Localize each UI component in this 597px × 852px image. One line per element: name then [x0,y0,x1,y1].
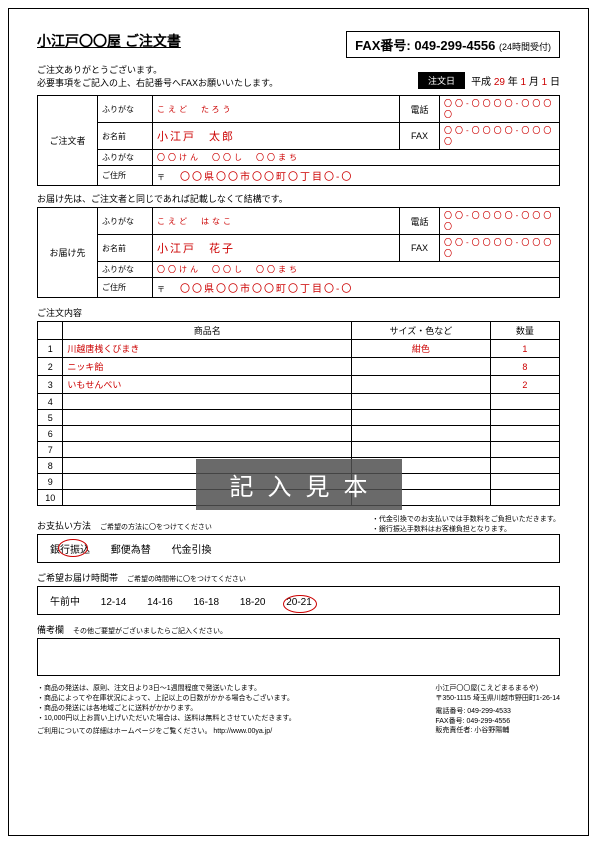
order-date: 注文日 平成 29 年 1 月 1 日 [418,72,560,89]
customer-fax: 〇〇-〇〇〇〇-〇〇〇〇 [444,126,554,146]
time-12-14: 12-14 [101,597,127,608]
ship-addr-furi: 〇〇けん 〇〇し 〇〇まち [157,265,300,274]
table-row: 7 [38,442,560,458]
fax-note: (24時間受付) [499,42,551,52]
table-row: 6 [38,426,560,442]
fax-number: 049-299-4556 [414,38,495,53]
customer-label: ご注文者 [38,96,98,186]
ship-tel: 〇〇-〇〇〇〇-〇〇〇〇 [444,211,554,231]
time-20-21: 20-21 [286,597,312,608]
intro-2: 必要事項をご記入の上、右記番号へFAXお願いいたします。 [37,77,278,90]
intro-1: ご注文ありがとうございます。 [37,64,278,77]
customer-addr: 〇〇県〇〇市〇〇町〇丁目〇-〇 [180,172,353,183]
pay-postal: 郵便為替 [111,541,151,556]
table-row: 2ニッキ飴8 [38,358,560,376]
footnotes: 商品の発送は、原則、注文日より3日～1週間程度で発送いたします。 商品によってや… [37,684,296,723]
table-row: 3いもせんべい2 [38,376,560,394]
ship-table: お届け先 ふりがな こえど はなこ 電話 〇〇-〇〇〇〇-〇〇〇〇 お名前 小江… [37,207,560,298]
customer-table: ご注文者 ふりがな こえど たろう 電話 〇〇-〇〇〇〇-〇〇〇〇 お名前 小江… [37,95,560,186]
ship-addr: 〇〇県〇〇市〇〇町〇丁目〇-〇 [180,284,353,295]
pay-bank: 銀行振込 [50,541,90,556]
company-info: 小江戸〇〇屋(こえどまるまるや) 〒350-1115 埼玉県川越市野田町1-26… [435,684,560,737]
memo-box [37,638,560,676]
table-row: 1川越唐桟くびまき紺色1 [38,340,560,358]
customer-tel: 〇〇-〇〇〇〇-〇〇〇〇 [444,99,554,119]
time-16-18: 16-18 [194,597,220,608]
time-options: 午前中 12-14 14-16 16-18 18-20 20-21 [37,586,560,615]
ship-note: お届け先は、ご注文者と同じであれば記載しなくて結構です。 [37,192,560,205]
pay-label: お支払い方法 [37,521,91,531]
time-18-20: 18-20 [240,597,266,608]
pay-cod: 代金引換 [172,541,212,556]
homepage-note: ご利用についての詳細はホームページをご覧ください。 http://www.00y… [37,727,296,737]
customer-addr-furi: 〇〇けん 〇〇し 〇〇まち [157,153,300,162]
ship-name: 小江戸 花子 [157,243,235,255]
fax-label: FAX番号: [355,38,411,53]
ship-furigana: こえど はなこ [157,217,234,226]
items-label: ご注文内容 [37,306,560,319]
ship-fax: 〇〇-〇〇〇〇-〇〇〇〇 [444,238,554,258]
ship-label: お届け先 [38,208,98,298]
table-row: 5 [38,410,560,426]
table-row: 4 [38,394,560,410]
payment-options: 銀行振込 郵便為替 代金引換 [37,534,560,563]
time-14-16: 14-16 [147,597,173,608]
customer-furigana: こえど たろう [157,105,234,114]
memo-label: 備考欄 [37,625,64,635]
sample-watermark: 記入見本 [196,459,402,510]
time-am: 午前中 [50,593,80,608]
date-label: 注文日 [418,72,465,89]
time-label: ご希望お届け時間帯 [37,573,118,583]
customer-name: 小江戸 太郎 [157,131,235,143]
doc-title: 小江戸〇〇屋 ご注文書 [37,31,181,51]
fax-box: FAX番号: 049-299-4556 (24時間受付) [346,31,560,58]
